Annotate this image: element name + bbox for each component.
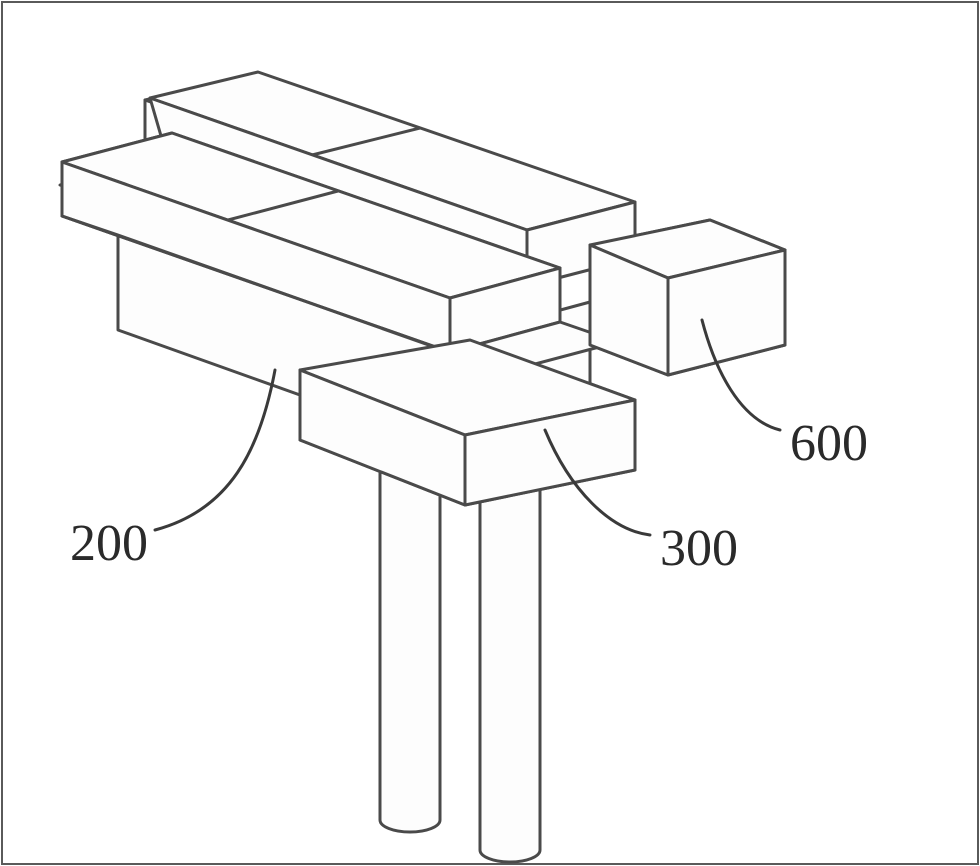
piles (380, 450, 540, 862)
label-600: 600 (790, 415, 868, 472)
label-300: 300 (660, 520, 738, 577)
technical-drawing: 200 300 600 (0, 0, 980, 866)
label-200: 200 (70, 515, 148, 572)
pile-left (380, 450, 440, 832)
leader-200 (155, 370, 275, 530)
pile-right (480, 475, 540, 862)
